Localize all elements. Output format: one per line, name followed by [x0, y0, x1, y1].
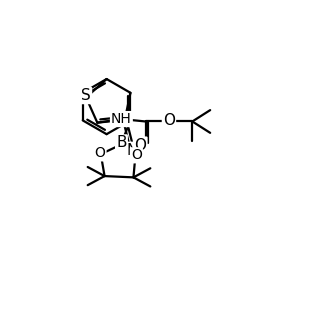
- Text: O: O: [131, 148, 142, 162]
- Text: O: O: [95, 147, 106, 160]
- Text: O: O: [163, 113, 175, 128]
- Text: N: N: [127, 143, 138, 158]
- Text: O: O: [134, 138, 147, 153]
- Text: B: B: [116, 136, 127, 150]
- Text: S: S: [81, 88, 91, 103]
- Text: NH: NH: [111, 112, 132, 126]
